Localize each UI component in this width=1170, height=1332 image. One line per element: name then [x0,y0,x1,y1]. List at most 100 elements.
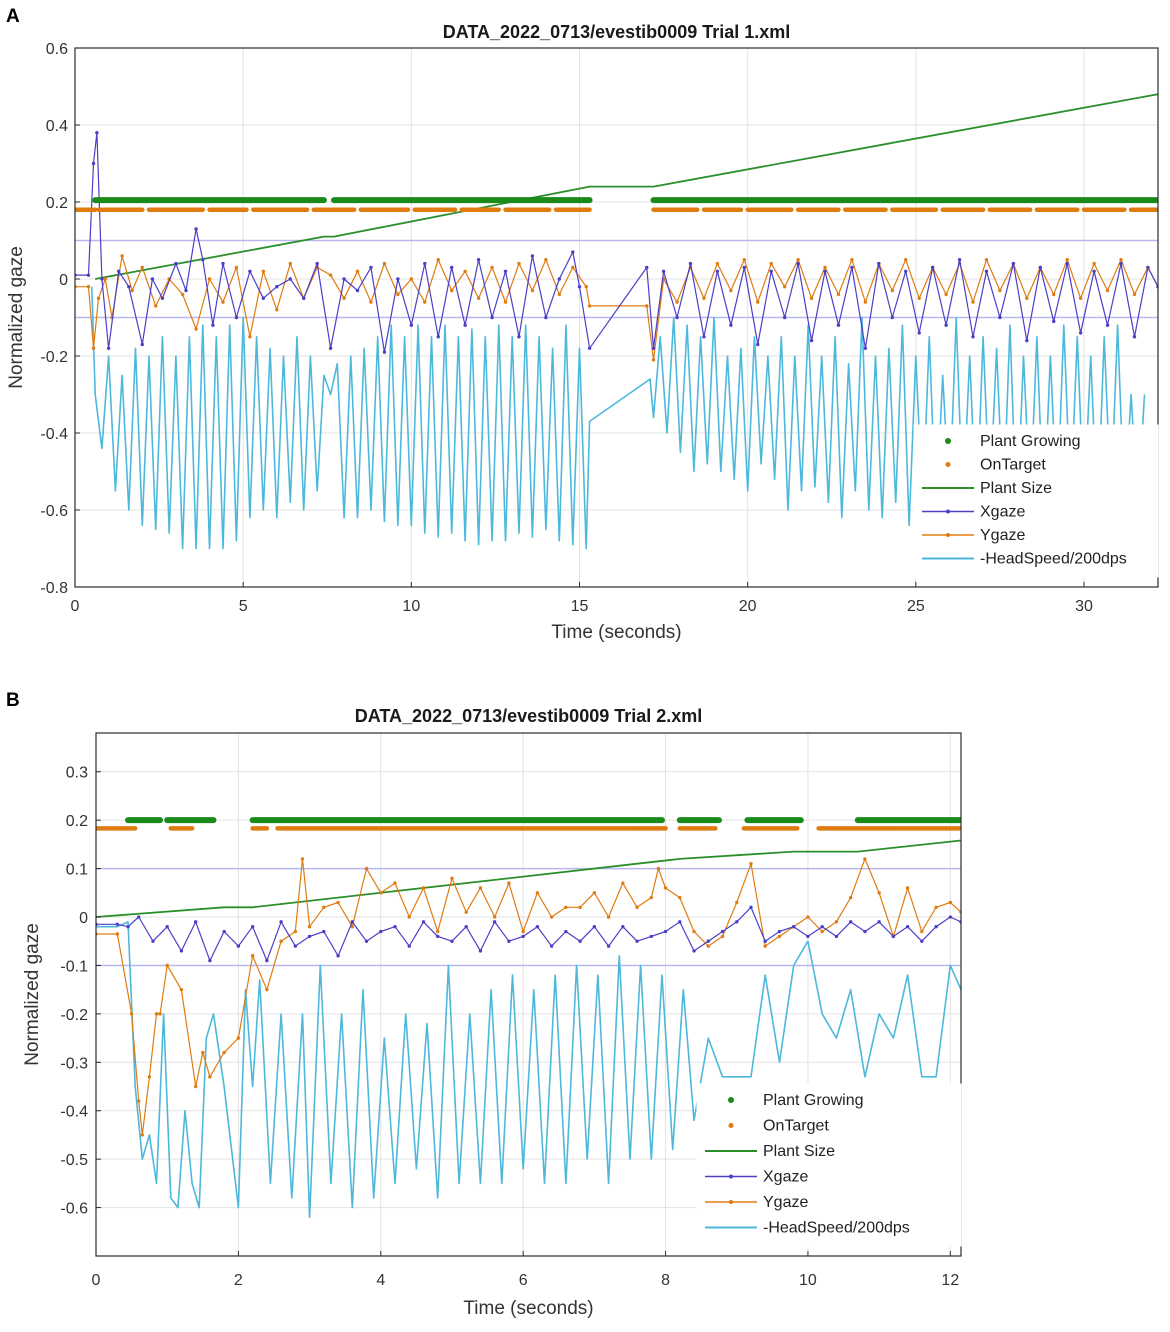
ygaze-point [735,900,739,905]
ygaze-point [749,862,753,866]
ygaze-point [293,929,298,934]
x-tick-label: 0 [92,1272,101,1289]
x-tick-label: 10 [799,1272,817,1289]
xgaze-point [91,161,96,166]
ygaze-point [382,261,387,266]
ygaze-point [279,939,283,943]
ygaze-point [248,335,252,339]
ygaze-point [208,1075,212,1079]
xgaze-point [1038,265,1042,270]
xgaze-point [126,925,130,929]
xgaze-point [315,261,319,266]
ygaze-point [275,308,279,312]
y-axis-label: Normalized gaze [6,246,27,389]
xgaze-point [379,929,383,934]
xgaze-point [587,346,592,350]
ygaze-point [96,296,101,300]
xgaze-point [930,265,935,270]
ygaze-point [91,346,96,350]
xgaze-point [265,958,269,963]
legend-box [696,1083,962,1247]
legend-marker-xgaze [946,509,950,514]
xgaze-point [688,261,693,266]
xgaze-point [944,323,948,327]
legend: Plant Growing OnTarget Plant Size Xgaze Ygaz… [913,424,1159,578]
ygaze-point [130,288,134,293]
ygaze-point [120,254,124,258]
xgaze-point [729,323,733,327]
ygaze-point [715,261,720,266]
legend-label: Plant Growing [763,1092,864,1109]
xgaze-point [160,296,165,300]
xgaze-point [702,335,706,339]
xgaze-point [507,939,511,943]
xgaze-point [715,269,720,273]
xgaze-point [806,934,810,939]
ygaze-point [820,929,824,934]
y-tick-label: -0.2 [60,1007,88,1024]
ygaze-point [103,277,107,281]
ygaze-point [917,296,921,300]
xgaze-point [492,920,497,924]
y-tick-label: 0.2 [46,195,68,212]
xgaze-point [1132,335,1137,339]
y-tick-label: 0.6 [46,41,68,58]
ygaze-point [396,292,400,297]
legend-marker-ygaze [946,533,950,537]
panel-letter: A [6,6,20,27]
ygaze-point [756,300,760,304]
ygaze-point [678,895,682,900]
legend-label: Xgaze [763,1169,808,1186]
x-tick-label: 20 [739,598,757,615]
legend-label: -HeadSpeed/200dps [980,551,1127,568]
xgaze-point [261,296,266,300]
legend-marker-on-target [945,462,951,467]
ygaze-point [656,866,661,871]
xgaze-point [877,920,881,924]
xgaze-point [521,934,525,939]
xgaze-point [137,915,141,919]
x-axis-label: Time (seconds) [551,622,681,643]
x-tick-label: 10 [402,598,420,615]
legend-marker-plant-growing [945,438,951,444]
xgaze-point [117,269,121,273]
y-tick-label: -0.6 [60,1201,88,1218]
legend-label: Ygaze [763,1194,808,1211]
ygaze-point [796,258,800,262]
xgaze-point [140,342,144,347]
xgaze-point [1146,265,1150,270]
ygaze-point [300,857,305,861]
ygaze-point [948,900,953,905]
ygaze-point [350,925,354,929]
x-tick-label: 2 [234,1272,243,1289]
legend-label: Plant Size [980,480,1052,497]
xgaze-point [393,925,397,929]
xgaze-point [407,944,411,948]
xgaze-point [756,342,760,347]
xgaze-point [777,929,782,934]
ygaze-point [369,300,373,304]
xgaze-point [503,269,508,273]
xgaze-point [742,265,747,270]
x-tick-label: 5 [239,598,248,615]
xgaze-point [971,335,975,339]
x-tick-label: 8 [661,1272,670,1289]
ygaze-point [904,258,908,262]
ygaze-point [180,292,185,297]
ygaze-point [905,886,910,890]
ygaze-point [521,929,525,934]
xgaze-point [1025,338,1029,343]
ygaze-point [1065,258,1069,262]
xgaze-point [635,939,639,943]
ygaze-point [464,910,468,914]
ygaze-point [834,920,839,924]
xgaze-point [201,258,205,262]
ygaze-point [692,929,696,934]
ygaze-point [379,891,383,895]
xgaze-point [661,269,666,273]
xgaze-point [1065,261,1069,266]
ygaze-point [147,1075,152,1079]
ygaze-point [476,296,481,300]
ygaze-point [140,265,144,270]
xgaze-point [106,346,111,350]
